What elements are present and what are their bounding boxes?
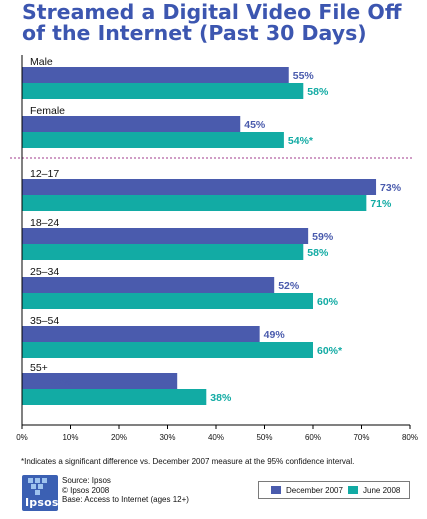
data-label: 60%* [317, 345, 343, 357]
x-tick-label: 10% [62, 433, 78, 442]
x-tick-label: 0% [16, 433, 28, 442]
legend-label-june: June 2008 [363, 486, 401, 495]
logo-mark-icon [28, 478, 48, 496]
data-label: 73% [380, 182, 402, 194]
legend-swatch-december [271, 486, 281, 494]
bar [22, 67, 289, 83]
category-label: Male [30, 56, 53, 68]
x-tick-label: 40% [208, 433, 224, 442]
x-tick-label: 50% [256, 433, 272, 442]
data-label: 55% [293, 70, 315, 82]
bar [22, 244, 304, 260]
category-label: 18–24 [30, 217, 59, 229]
data-label: 60% [317, 296, 339, 308]
ipsos-logo: Ipsos [22, 475, 58, 511]
data-label: 45% [244, 119, 266, 131]
data-label: 52% [278, 280, 300, 292]
bar [22, 277, 275, 293]
category-label: 35–54 [30, 315, 59, 327]
x-tick-label: 20% [111, 433, 127, 442]
data-label: 71% [370, 198, 392, 210]
source-block: Source: Ipsos © Ipsos 2008 Base: Access … [62, 476, 189, 505]
data-label: 59% [312, 231, 334, 243]
bar [22, 326, 260, 342]
category-label: 55+ [30, 362, 48, 374]
legend-swatch-june [348, 486, 358, 494]
bar [22, 132, 284, 148]
bar [22, 228, 309, 244]
data-label: 49% [264, 329, 286, 341]
bar [22, 116, 241, 132]
x-tick-label: 70% [353, 433, 369, 442]
source-line: Source: Ipsos [62, 476, 111, 485]
chart-title: Streamed a Digital Video File Off of the… [22, 0, 402, 45]
legend-label-december: December 2007 [286, 486, 343, 495]
bar [22, 389, 207, 405]
data-label: 58% [307, 86, 329, 98]
data-label: 58% [307, 247, 329, 259]
bar [22, 195, 367, 211]
legend: December 2007 June 2008 [258, 481, 410, 499]
copyright-line: © Ipsos 2008 [62, 485, 110, 495]
bar [22, 83, 304, 99]
base-line: Base: Access to Internet (ages 12+) [62, 495, 189, 504]
data-label: 54%* [288, 135, 314, 147]
data-label: 32% [51, 376, 73, 388]
bar [22, 179, 377, 195]
bar [22, 293, 313, 309]
bar [22, 373, 178, 389]
category-label: 25–34 [30, 266, 59, 278]
category-label: 12–17 [30, 168, 59, 180]
x-tick-label: 30% [159, 433, 175, 442]
category-label: Female [30, 105, 65, 117]
data-label: 38% [210, 392, 232, 404]
x-tick-label: 80% [402, 433, 418, 442]
bar [22, 342, 313, 358]
footnote: *Indicates a significant difference vs. … [21, 457, 355, 466]
x-tick-label: 60% [305, 433, 321, 442]
logo-wordmark: Ipsos [25, 496, 59, 509]
